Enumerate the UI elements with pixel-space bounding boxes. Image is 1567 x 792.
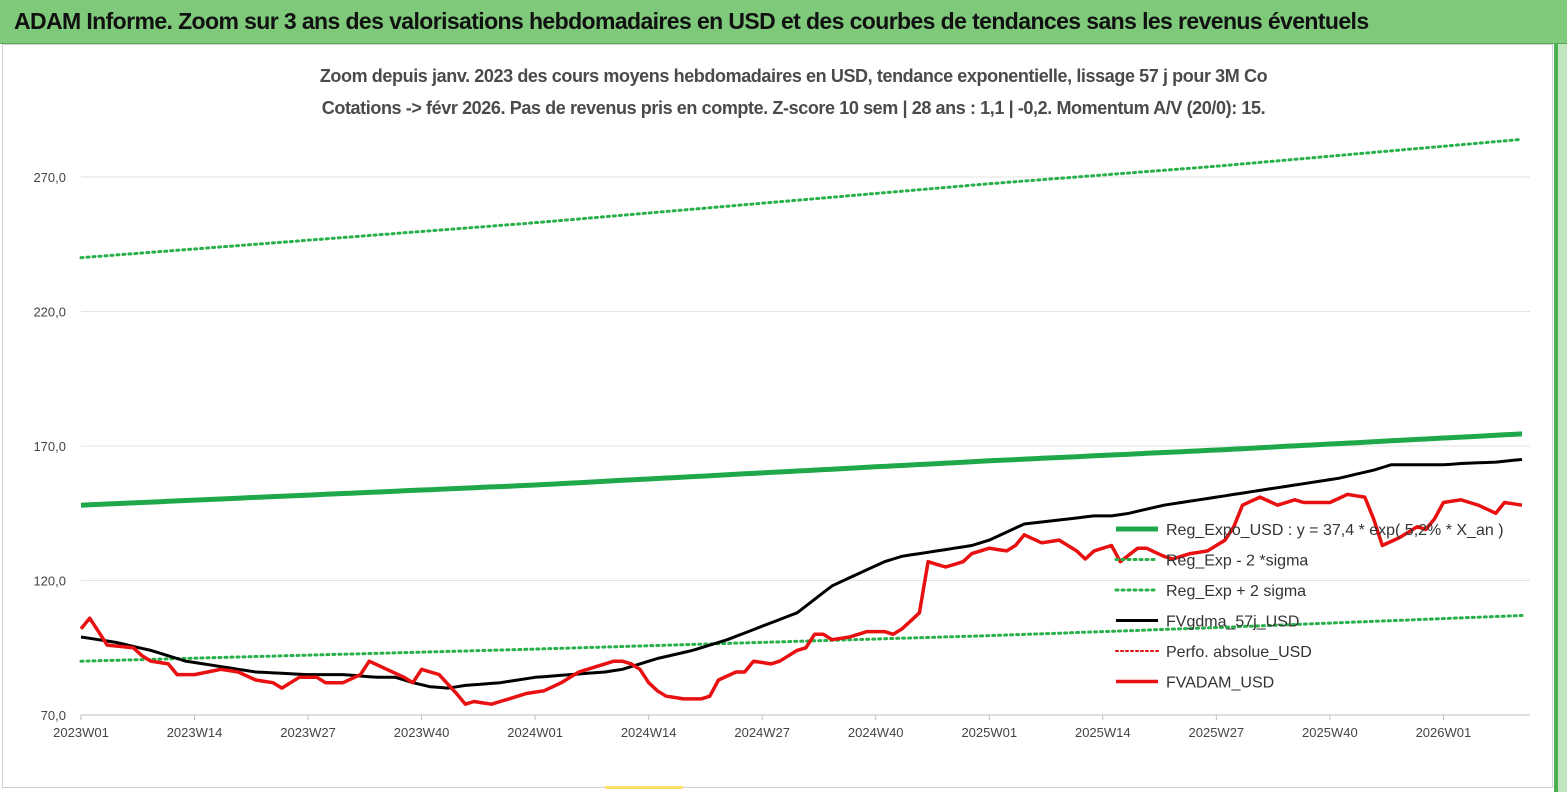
legend: Reg_Expo_USD : y = 37,4 * exp( 5,2% * X_…	[1114, 522, 1504, 692]
x-tick-label: 2025W27	[1189, 725, 1245, 740]
series-line-solid-thick	[80, 431, 1523, 508]
x-tick-label: 2025W40	[1302, 725, 1358, 740]
legend-label-sigma_plus: Reg_Exp + 2 sigma	[1166, 583, 1306, 600]
legend-label-fvadam: FVADAM_USD	[1166, 675, 1274, 692]
legend-label-perfo: Perfo. absolue_USD	[1166, 644, 1312, 661]
x-tick-label: 2023W01	[53, 725, 109, 740]
y-tick-label: 120,0	[33, 574, 66, 589]
x-tick-label: 2024W27	[734, 725, 790, 740]
x-tick-label: 2023W27	[280, 725, 336, 740]
x-tick-label: 2024W01	[507, 725, 563, 740]
x-tick-label: 2024W40	[848, 725, 904, 740]
axes: 70,0 120,0 170,0 220,0 270,0 2023W01 2023W14 20…	[33, 170, 1530, 740]
chart-subtitle: Cotations -> févr 2026. Pas de revenus p…	[321, 98, 1266, 118]
page-title: ADAM Informe. Zoom sur 3 ans des valoris…	[14, 8, 1369, 34]
x-tick-label: 2026W01	[1416, 725, 1472, 740]
x-tick-label: 2024W14	[621, 725, 677, 740]
legend-label-sigma_minus: Reg_Exp - 2 *sigma	[1166, 553, 1308, 570]
series-line-dotted	[79, 614, 1524, 663]
chart-title: Zoom depuis janv. 2023 des cours moyens …	[319, 66, 1268, 86]
y-tick-label: 220,0	[33, 305, 66, 320]
chart-frame	[2, 44, 1553, 788]
series-line-solid	[80, 458, 1523, 690]
x-tick-label: 2023W14	[167, 725, 223, 740]
y-tick-label: 70,0	[41, 708, 66, 723]
x-tick-label: 2025W14	[1075, 725, 1131, 740]
legend-label-reg_expo: Reg_Expo_USD : y = 37,4 * exp( 5,2% * X_…	[1166, 522, 1504, 539]
right-scrollbar-edge	[1554, 44, 1558, 792]
series-line-solid-red	[79, 492, 1523, 706]
x-tick-label: 2025W01	[961, 725, 1017, 740]
y-tick-label: 270,0	[33, 170, 66, 185]
x-tick-label: 2023W40	[394, 725, 450, 740]
bottom-marker	[605, 786, 683, 789]
legend-label-fvgdma: FVgdma_57j_USD	[1166, 614, 1299, 631]
y-tick-label: 170,0	[33, 439, 66, 454]
right-scrollbar[interactable]	[1554, 44, 1567, 792]
header-banner: ADAM Informe. Zoom sur 3 ans des valoris…	[0, 0, 1567, 44]
series-line-dotted	[79, 137, 1524, 260]
series-group	[79, 137, 1524, 706]
